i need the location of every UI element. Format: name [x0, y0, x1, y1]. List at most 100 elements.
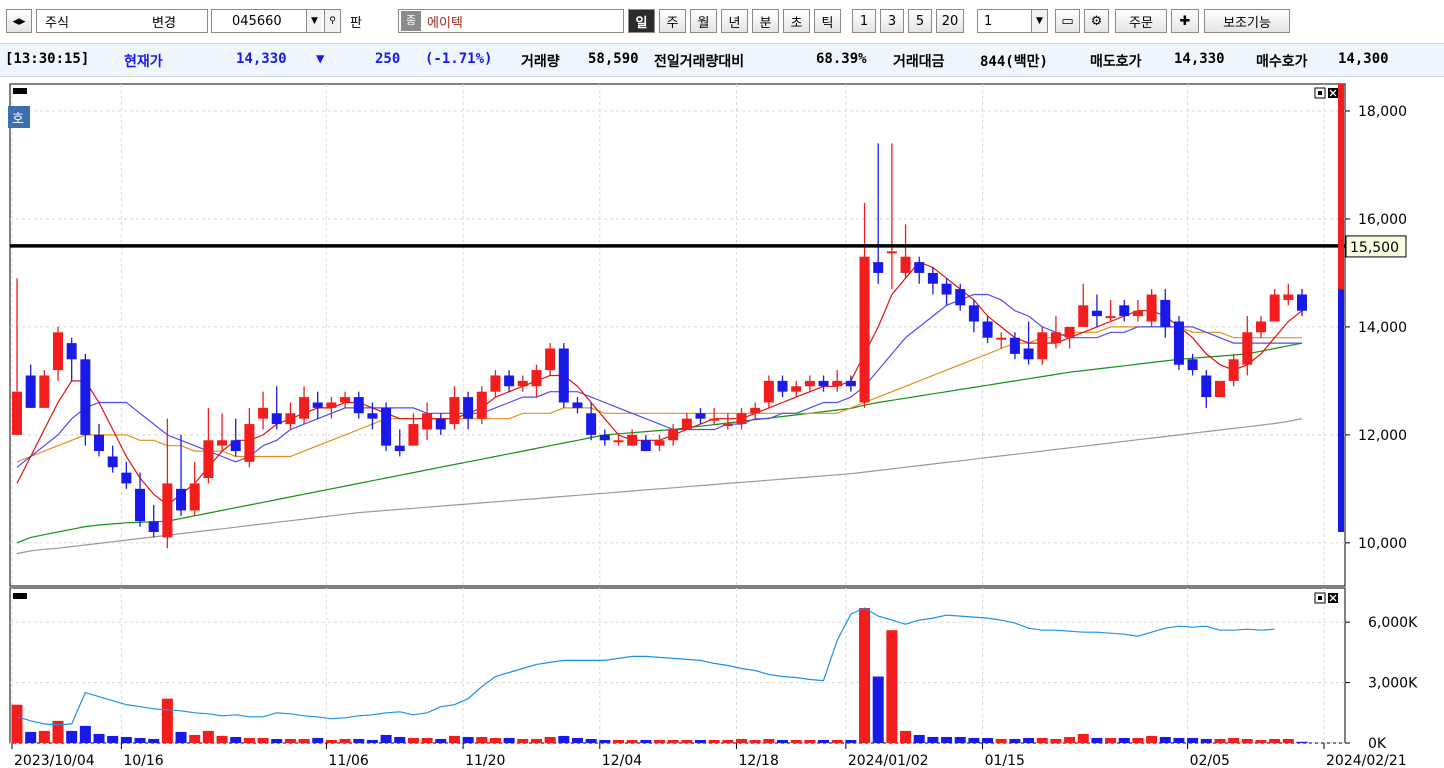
volume-bar: [941, 736, 953, 743]
ma-line-ma20: [16, 326, 1302, 463]
price-tag-icon-label[interactable]: 호: [12, 112, 24, 127]
candle-body: [463, 397, 474, 419]
period-minute-button[interactable]: 분: [752, 9, 779, 33]
move-icon[interactable]: ✚: [1171, 9, 1199, 33]
stock-code-value: 045660: [232, 13, 282, 29]
candle: [736, 407, 747, 430]
volume-bar: [599, 739, 611, 743]
volume-panel-menu-icon[interactable]: [13, 593, 27, 599]
candle-body: [1242, 332, 1253, 365]
candle-body: [1160, 299, 1171, 327]
interval-5-button[interactable]: 5: [908, 9, 932, 33]
chevron-down-icon[interactable]: ▼: [306, 10, 322, 32]
candle: [449, 386, 460, 430]
volume-bar: [257, 737, 269, 743]
date-tick-label: 01/15: [985, 753, 1025, 768]
candle-body: [1009, 337, 1020, 354]
candle: [873, 143, 884, 284]
change-select[interactable]: 변경: [130, 9, 208, 33]
candle-body: [1173, 321, 1184, 365]
ask-value: 14,330: [1174, 51, 1225, 67]
price-change-pct: (-1.71%): [425, 51, 493, 67]
candle: [709, 407, 720, 425]
interval-3-button[interactable]: 3: [880, 9, 904, 33]
volume-bar: [640, 739, 652, 743]
ma-line-ma120: [16, 418, 1303, 555]
candle-body: [449, 397, 460, 425]
stock-code-input[interactable]: 045660 ▼ ⚲: [211, 9, 341, 33]
order-button[interactable]: 주문: [1115, 9, 1167, 33]
period-second-button[interactable]: 초: [783, 9, 810, 33]
candle: [1160, 289, 1171, 338]
close-icon-x[interactable]: [1329, 89, 1337, 97]
horizontal-line-label: 15,500: [1350, 240, 1399, 256]
candle-body: [668, 429, 679, 441]
volume-bar: [749, 739, 761, 743]
volume-bar: [189, 734, 201, 743]
search-icon[interactable]: ⚲: [324, 10, 340, 32]
volume-bar: [394, 736, 406, 743]
candle-body: [53, 332, 64, 371]
candle-body: [121, 472, 132, 484]
candle: [613, 434, 624, 446]
candle: [25, 364, 36, 408]
candle: [1078, 283, 1089, 327]
candle: [326, 397, 337, 419]
candle-body: [1201, 375, 1212, 398]
candle-body: [1255, 321, 1266, 333]
period-monthly-button[interactable]: 월: [690, 9, 717, 33]
toolbar: ◂▸ 주식 ▼ 변경 045660 ▼ ⚲ 판 종 에이텍 일 주 월 년 분 …: [0, 0, 1444, 42]
candle-body: [217, 440, 228, 446]
candle-body: [886, 251, 897, 254]
maximize-icon-inner[interactable]: [1318, 596, 1322, 600]
period-daily-button[interactable]: 일: [628, 9, 655, 33]
candle-body: [381, 407, 392, 446]
candle-body: [777, 380, 788, 392]
candle: [176, 434, 187, 516]
period-weekly-button[interactable]: 주: [659, 9, 686, 33]
price-panel-menu-icon[interactable]: [13, 88, 27, 94]
ma-line-ma60: [16, 342, 1303, 544]
candle-body: [39, 375, 50, 408]
candle-body: [996, 337, 1007, 340]
candle-body: [1269, 294, 1280, 322]
aux-function-button[interactable]: 보조기능: [1204, 9, 1290, 33]
candle-body: [408, 424, 419, 446]
maximize-icon-inner[interactable]: [1318, 91, 1322, 95]
close-icon-x[interactable]: [1329, 594, 1337, 602]
volume-bar: [489, 737, 501, 743]
period-yearly-button[interactable]: 년: [721, 9, 748, 33]
candle-body: [517, 380, 528, 387]
volume-bar: [1050, 738, 1062, 743]
save-icon[interactable]: ▭: [1055, 9, 1080, 33]
interval-20-button[interactable]: 20: [936, 9, 964, 33]
candle-body: [12, 391, 22, 435]
market-select[interactable]: 주식 ▼: [36, 9, 147, 33]
candle: [107, 445, 118, 473]
volume-bar: [995, 738, 1007, 743]
candle: [148, 505, 159, 538]
gear-icon[interactable]: ⚙: [1084, 9, 1109, 33]
volume-bar: [312, 737, 324, 743]
candle: [476, 386, 487, 425]
candle-body: [818, 380, 829, 387]
volume-bar: [66, 730, 78, 743]
candle: [244, 407, 255, 468]
volume-bar: [777, 739, 789, 743]
candle-body: [312, 402, 323, 408]
chevron-down-icon[interactable]: ▼: [1031, 10, 1047, 32]
interval-input[interactable]: 1 ▼: [977, 9, 1048, 33]
candle: [955, 283, 966, 311]
period-tick-button[interactable]: 틱: [814, 9, 841, 33]
panel-toggle-icon[interactable]: ◂▸: [6, 9, 32, 33]
candle: [1173, 316, 1184, 371]
candle-body: [80, 359, 91, 435]
price-tag-icon[interactable]: [8, 106, 30, 128]
stock-name-field[interactable]: 종 에이텍: [398, 9, 624, 33]
stock-chart[interactable]: 10,000 12,000 14,000 16,000 18,000 0K 3,000K 6,…: [0, 80, 1444, 768]
volume-bar: [380, 734, 392, 743]
gwan-button[interactable]: 판: [350, 15, 362, 31]
price-tick-label: 18,000: [1358, 104, 1407, 120]
candle-body: [148, 521, 159, 533]
interval-1-button[interactable]: 1: [852, 9, 876, 33]
